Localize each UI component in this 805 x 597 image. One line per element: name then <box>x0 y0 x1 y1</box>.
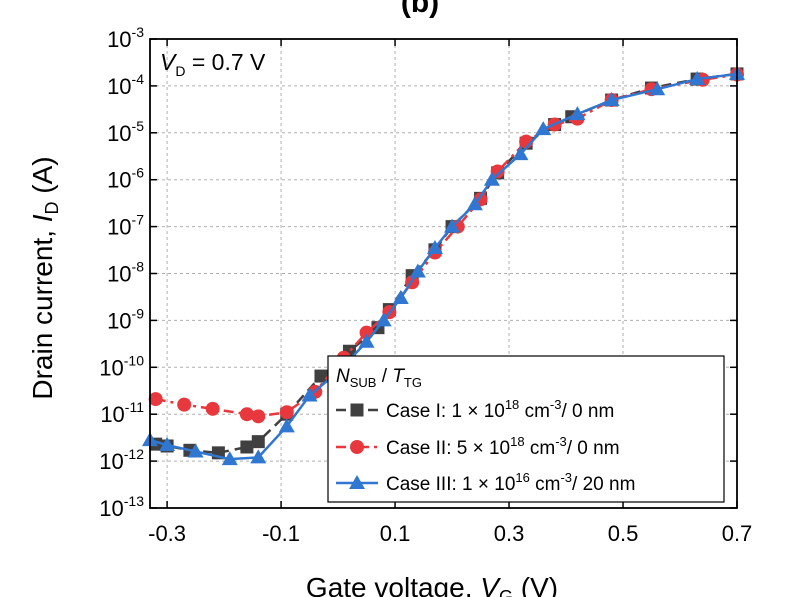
y-tick-label: 10-12 <box>99 446 144 474</box>
data-point <box>301 387 318 402</box>
series-2 <box>148 67 744 424</box>
panel-label: (b) <box>401 0 439 19</box>
y-tick-labels: 10-13 10-12 10-11 10-10 10-9 10-8 10-7 10-6 10-5… <box>99 24 144 521</box>
legend-label: Case III: 1 × 1016 cm-3/ 20 nm <box>386 470 635 495</box>
data-point <box>603 92 620 107</box>
vd-annotation: VD = 0.7 V <box>160 49 266 79</box>
data-point <box>177 397 192 412</box>
x-tick-label: -0.1 <box>262 521 300 546</box>
data-point <box>512 146 529 161</box>
data-point <box>444 218 461 233</box>
data-point <box>490 164 505 179</box>
legend-label: Case II: 5 × 1018 cm-3/ 0 nm <box>386 434 620 459</box>
data-point <box>358 333 375 348</box>
data-point <box>159 437 176 452</box>
x-tick-labels: -0.3 -0.1 0.1 0.3 0.5 0.7 <box>148 521 752 546</box>
legend-entry: Case I: 1 × 1018 cm-3/ 0 nm <box>336 397 614 422</box>
y-tick-label: 10-4 <box>107 71 144 99</box>
data-point <box>409 263 426 278</box>
x-tick-label: -0.3 <box>148 521 186 546</box>
y-tick-label: 10-9 <box>107 305 144 333</box>
data-point <box>535 121 552 136</box>
data-point <box>279 405 294 420</box>
data-point <box>240 440 254 454</box>
legend-label: Case I: 1 × 1018 cm-3/ 0 nm <box>386 397 614 422</box>
legend-box <box>327 355 725 503</box>
data-point <box>148 392 163 407</box>
legend-entry: Case III: 1 × 1016 cm-3/ 20 nm <box>336 470 635 495</box>
series-line <box>155 72 738 455</box>
data-point <box>483 171 500 186</box>
data-point <box>375 312 392 327</box>
legend-title: NSUB / TTG <box>336 366 422 390</box>
data-point <box>239 407 254 422</box>
series-3 <box>142 65 745 466</box>
x-axis-label: Gate voltage, VG (V) <box>306 572 558 597</box>
y-tick-label: 10-13 <box>99 493 144 521</box>
y-tick-label: 10-10 <box>99 352 144 380</box>
y-tick-label: 10-3 <box>107 24 144 52</box>
y-tick-label: 10-8 <box>107 259 144 287</box>
data-point <box>649 81 666 96</box>
legend-entry: Case II: 5 × 1018 cm-3/ 0 nm <box>336 434 620 459</box>
series-layer <box>142 65 745 466</box>
x-tick-label: 0.7 <box>722 521 753 546</box>
y-tick-label: 10-5 <box>107 118 144 146</box>
x-tick-label: 0.5 <box>608 521 639 546</box>
data-point <box>251 409 266 424</box>
y-tick-label: 10-11 <box>100 399 144 427</box>
data-point <box>466 196 483 211</box>
y-tick-label: 10-6 <box>107 165 144 193</box>
data-point <box>426 239 443 254</box>
legend-marker <box>350 403 364 417</box>
data-point <box>221 451 238 466</box>
legend-marker <box>349 475 365 489</box>
x-tick-label: 0.1 <box>380 521 411 546</box>
data-point <box>251 435 265 449</box>
data-point <box>187 443 204 458</box>
data-point <box>205 401 220 416</box>
data-point <box>314 369 328 383</box>
legend-marker <box>350 440 364 454</box>
data-point <box>569 106 586 121</box>
data-point <box>278 418 295 433</box>
legend: NSUB / TTG Case I: 1 × 1018 cm-3/ 0 nm Ca… <box>327 355 725 503</box>
data-point <box>689 71 706 86</box>
data-point <box>392 290 409 305</box>
data-point <box>250 449 267 464</box>
x-tick-label: 0.3 <box>494 521 525 546</box>
y-tick-label: 10-7 <box>107 212 144 240</box>
y-axis-label: Drain current, ID (A) <box>27 156 62 399</box>
